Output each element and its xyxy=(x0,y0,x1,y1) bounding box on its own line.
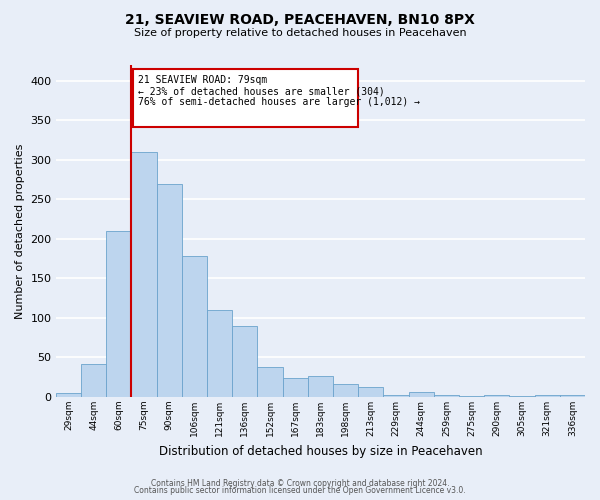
Bar xyxy=(509,396,535,397)
Bar xyxy=(434,394,459,397)
Bar xyxy=(207,310,232,397)
Bar xyxy=(308,376,333,397)
Text: ← 23% of detached houses are smaller (304): ← 23% of detached houses are smaller (30… xyxy=(139,86,385,97)
Bar xyxy=(232,326,257,397)
Text: Contains HM Land Registry data © Crown copyright and database right 2024.: Contains HM Land Registry data © Crown c… xyxy=(151,478,449,488)
Bar xyxy=(459,396,484,397)
Text: 76% of semi-detached houses are larger (1,012) →: 76% of semi-detached houses are larger (… xyxy=(139,98,421,108)
Bar xyxy=(56,393,81,397)
Text: Size of property relative to detached houses in Peacehaven: Size of property relative to detached ho… xyxy=(134,28,466,38)
Bar xyxy=(560,394,585,397)
Text: 21 SEAVIEW ROAD: 79sqm: 21 SEAVIEW ROAD: 79sqm xyxy=(139,76,268,86)
Bar xyxy=(106,231,131,397)
Bar xyxy=(484,396,509,397)
Bar xyxy=(283,378,308,397)
Bar xyxy=(157,184,182,397)
Bar xyxy=(333,384,358,397)
Bar xyxy=(409,392,434,397)
Text: Contains public sector information licensed under the Open Government Licence v3: Contains public sector information licen… xyxy=(134,486,466,495)
FancyBboxPatch shape xyxy=(133,69,358,126)
X-axis label: Distribution of detached houses by size in Peacehaven: Distribution of detached houses by size … xyxy=(158,444,482,458)
Text: 21, SEAVIEW ROAD, PEACEHAVEN, BN10 8PX: 21, SEAVIEW ROAD, PEACEHAVEN, BN10 8PX xyxy=(125,12,475,26)
Bar xyxy=(383,394,409,397)
Bar xyxy=(257,367,283,397)
Bar xyxy=(535,396,560,397)
Bar xyxy=(358,386,383,397)
Y-axis label: Number of detached properties: Number of detached properties xyxy=(15,144,25,318)
Bar xyxy=(131,152,157,397)
Bar xyxy=(81,364,106,397)
Bar xyxy=(182,256,207,397)
